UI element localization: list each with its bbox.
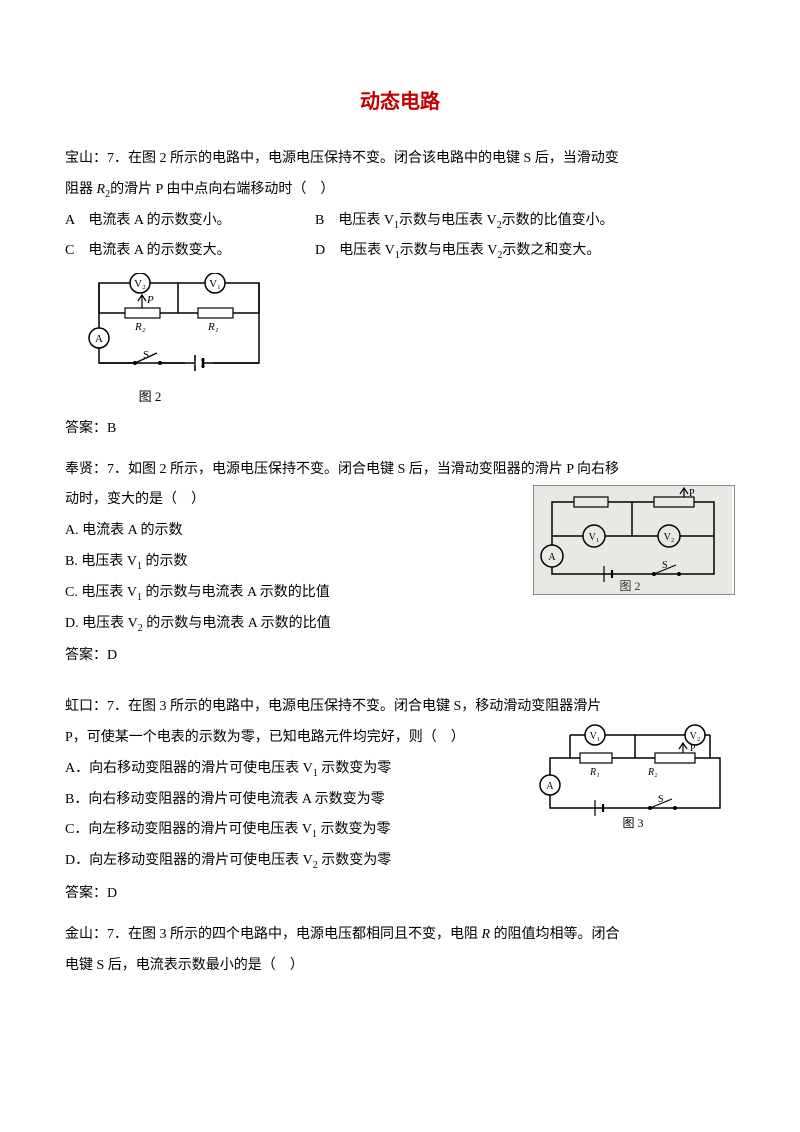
svg-text:R₁: R₁	[589, 767, 600, 778]
baoshan-opt-row1: A 电流表 A 的示数变小。 B 电压表 V1示数与电压表 V2示数的比值变小。	[65, 206, 735, 237]
svg-text:V₁: V₁	[590, 731, 601, 742]
fengxian-optD: D. 电压表 V2 的示数与电流表 A 示数的比值	[65, 609, 735, 640]
hongkou-answer: 答案：D	[65, 879, 735, 910]
baoshan-R: R	[97, 182, 106, 197]
hongkou-circuit-svg: V₁ V₂ R₁ R₂ P A S 图 3	[535, 723, 735, 833]
baoshan-opt-row2: C 电流表 A 的示数变大。 D 电压表 V1示数与电压表 V2示数之和变大。	[65, 236, 735, 267]
svg-text:P: P	[689, 488, 695, 499]
fengxian-answer: 答案：D	[65, 641, 735, 672]
fengxian-stem-1: 奉贤：7．如图 2 所示，电源电压保持不变。闭合电键 S 后，当滑动变阻器的滑片…	[65, 455, 735, 486]
svg-text:V₂: V₂	[664, 532, 675, 543]
bs-optB-b: 示数与电压表 V	[399, 213, 497, 228]
fengxian-figure: P V₁ V₂ A S 图 2	[533, 485, 735, 595]
bs-optD-b: 示数与电压表 V	[400, 243, 498, 258]
baoshan-stem2b: 的滑片 P 由中点向右端移动时（ ）	[110, 182, 334, 197]
baoshan-optB: B 电压表 V1示数与电压表 V2示数的比值变小。	[315, 206, 735, 237]
svg-text:R₂: R₂	[647, 767, 658, 778]
svg-text:P: P	[146, 294, 154, 306]
fx-optC-a: C. 电压表 V	[65, 585, 137, 600]
jinshan-stem1b: 的阻值均相等。闭合	[490, 927, 620, 942]
svg-text:A: A	[548, 552, 556, 563]
fengxian-prefix: 奉贤：7．	[65, 462, 128, 477]
baoshan-circuit-svg: V₂ V₁ P R₂ R₁ A S	[85, 273, 275, 383]
jinshan-stem-2: 电键 S 后，电流表示数最小的是（ ）	[65, 951, 735, 982]
hk-optA-a: A．向右移动变阻器的滑片可使电压表 V	[65, 761, 313, 776]
svg-text:A: A	[546, 781, 554, 792]
baoshan-stem-2: 阻器 R2的滑片 P 由中点向右端移动时（ ）	[65, 175, 735, 206]
bs-optD-a: D 电压表 V	[315, 243, 395, 258]
baoshan-prefix: 宝山：7．	[65, 151, 128, 166]
hk-optC-a: C．向左移动变阻器的滑片可使电压表 V	[65, 822, 312, 837]
hongkou-stem1-text: 在图 3 所示的电路中，电源电压保持不变。闭合电键 S，移动滑动变阻器滑片	[128, 699, 601, 714]
fx-optD-b: 的示数与电流表 A 示数的比值	[143, 616, 331, 631]
baoshan-answer: 答案：B	[65, 414, 735, 445]
doc-title: 动态电路	[65, 80, 735, 124]
svg-text:A: A	[95, 333, 103, 345]
jinshan-stem1a: 在图 3 所示的四个电路中，电源电压都相同且不变，电阻	[128, 927, 482, 942]
svg-text:R₁: R₁	[207, 321, 219, 333]
spacer	[65, 682, 735, 692]
baoshan-optC: C 电流表 A 的示数变大。	[65, 236, 315, 267]
fx-optD-a: D. 电压表 V	[65, 616, 138, 631]
baoshan-fig-label: 图 2	[55, 383, 245, 412]
svg-text:S: S	[658, 794, 664, 805]
svg-text:图 2: 图 2	[619, 579, 640, 593]
svg-text:R₂: R₂	[134, 321, 146, 333]
baoshan-stem2a: 阻器	[65, 182, 97, 197]
jinshan-R: R	[482, 927, 491, 942]
svg-text:S: S	[662, 560, 668, 571]
baoshan-stem-1: 宝山：7．在图 2 所示的电路中，电源电压保持不变。闭合该电路中的电键 S 后，…	[65, 144, 735, 175]
fx-optB-a: B. 电压表 V	[65, 554, 137, 569]
hongkou-stem-1: 虹口：7．在图 3 所示的电路中，电源电压保持不变。闭合电键 S，移动滑动变阻器…	[65, 692, 735, 723]
fx-optB-b: 的示数	[142, 554, 188, 569]
fengxian-circuit-svg: P V₁ V₂ A S 图 2	[534, 486, 732, 594]
baoshan-optA: A 电流表 A 的示数变小。	[65, 206, 315, 237]
document-page: 动态电路 宝山：7．在图 2 所示的电路中，电源电压保持不变。闭合该电路中的电键…	[0, 0, 800, 1021]
svg-text:V₁: V₁	[589, 532, 600, 543]
fx-optC-b: 的示数与电流表 A 示数的比值	[142, 585, 330, 600]
baoshan-stem1-text: 在图 2 所示的电路中，电源电压保持不变。闭合该电路中的电键 S 后，当滑动变	[128, 151, 619, 166]
hongkou-figure: V₁ V₂ R₁ R₂ P A S 图 3	[535, 723, 735, 833]
svg-text:V₂: V₂	[134, 278, 146, 290]
svg-text:S: S	[143, 349, 149, 361]
jinshan-prefix: 金山：7．	[65, 927, 128, 942]
baoshan-optD: D 电压表 V1示数与电压表 V2示数之和变大。	[315, 236, 735, 267]
hk-optC-b: 示数变为零	[317, 822, 391, 837]
hongkou-optD: D．向左移动变阻器的滑片可使电压表 V2 示数变为零	[65, 846, 735, 877]
jinshan-stem-1: 金山：7．在图 3 所示的四个电路中，电源电压都相同且不变，电阻 R 的阻值均相…	[65, 920, 735, 951]
fengxian-stem1-text: 如图 2 所示，电源电压保持不变。闭合电键 S 后，当滑动变阻器的滑片 P 向右…	[128, 462, 619, 477]
svg-text:V₂: V₂	[690, 731, 701, 742]
hk-optA-b: 示数变为零	[318, 761, 392, 776]
bs-optD-c: 示数之和变大。	[502, 243, 600, 258]
hongkou-prefix: 虹口：7．	[65, 699, 128, 714]
svg-text:V₁: V₁	[209, 278, 221, 290]
hk-optD-a: D．向左移动变阻器的滑片可使电压表 V	[65, 853, 313, 868]
baoshan-figure: V₂ V₁ P R₂ R₁ A S	[85, 273, 735, 412]
bs-optB-a: B 电压表 V	[315, 213, 394, 228]
hk-optD-b: 示数变为零	[318, 853, 392, 868]
svg-text:P: P	[690, 743, 696, 754]
svg-text:图 3: 图 3	[622, 816, 643, 830]
bs-optB-c: 示数的比值变小。	[502, 213, 614, 228]
